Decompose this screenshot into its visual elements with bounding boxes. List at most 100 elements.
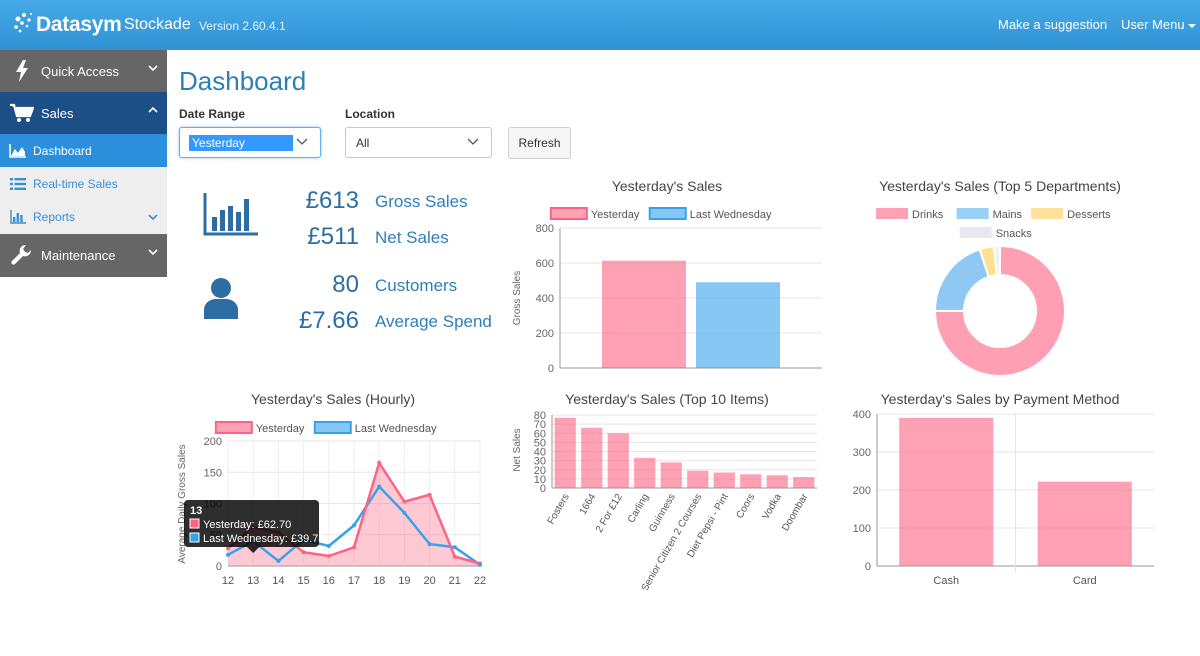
- legend-swatch: [876, 208, 909, 219]
- y-tick-label: 800: [536, 223, 554, 235]
- app-name: Stockade: [124, 16, 191, 33]
- x-tick-label: Card: [1073, 575, 1097, 587]
- sidebar-group-label: Maintenance: [41, 248, 116, 263]
- chevron-down-icon: [148, 249, 158, 256]
- legend-swatch: [313, 421, 352, 434]
- area-chart-icon: [9, 144, 27, 158]
- chevron-down-icon: [467, 138, 479, 145]
- y-tick-label: 10: [534, 474, 546, 486]
- y-tick-label: 400: [536, 293, 554, 305]
- x-tick-label: 18: [373, 575, 385, 587]
- point-yesterday: [427, 492, 432, 497]
- point-last-wednesday: [402, 510, 407, 515]
- top-navbar: Datasym Stockade Version 2.60.4.1 Make a…: [0, 0, 1200, 50]
- legend-swatch: [1031, 208, 1064, 219]
- y-tick-label: 0: [216, 561, 222, 573]
- x-tick-label: 17: [348, 575, 360, 587]
- y-tick-label: 200: [204, 436, 222, 448]
- x-tick-label: 13: [247, 575, 259, 587]
- x-tick-label: Fosters: [546, 492, 572, 526]
- point-yesterday: [377, 460, 382, 465]
- y-tick-label: 300: [853, 447, 871, 459]
- tooltip-swatch: [189, 532, 200, 543]
- bar-last-wednesday: [696, 282, 780, 368]
- lightning-icon: [9, 60, 35, 82]
- brand-logo[interactable]: Datasym: [12, 4, 122, 46]
- gross-sales-value: £613: [305, 187, 359, 214]
- location-select[interactable]: All: [345, 127, 492, 158]
- doughnut-slice-mains: [933, 247, 991, 312]
- legend-swatch: [214, 421, 253, 434]
- sidebar-group-label: Sales: [41, 105, 74, 121]
- bar-payment-card: [1037, 481, 1132, 566]
- refresh-button[interactable]: Refresh: [508, 127, 571, 159]
- chevron-down-icon: [148, 65, 158, 72]
- sidebar-group-quick-access[interactable]: Quick Access: [0, 50, 167, 92]
- x-tick-label: Doombar: [780, 491, 810, 533]
- sidebar-item-dashboard[interactable]: Dashboard: [0, 134, 167, 168]
- bar-item: [554, 417, 576, 488]
- list-icon: [9, 178, 27, 190]
- y-tick-label: 400: [853, 409, 871, 421]
- x-tick-label: 15: [297, 575, 309, 587]
- area-yesterday: [228, 462, 480, 566]
- x-tick-label: Carling: [626, 492, 651, 525]
- wrench-icon: [9, 244, 35, 267]
- caret-down-icon: [1187, 23, 1196, 28]
- x-tick-label: 16: [323, 575, 335, 587]
- customers-value: 80: [332, 271, 359, 298]
- tooltip-line: Last Wednesday: £39.75: [203, 533, 325, 545]
- x-tick-label: Cash: [933, 575, 959, 587]
- legend-label: Yesterday: [256, 423, 305, 435]
- sidebar-item-realtime-sales[interactable]: Real-time Sales: [0, 167, 167, 201]
- y-tick-label: 30: [534, 456, 546, 468]
- y-tick-label: 0: [865, 561, 871, 573]
- chart-title: Yesterday's Sales by Payment Method: [880, 391, 1120, 407]
- point-last-wednesday: [478, 562, 482, 567]
- sidebar-group-sales[interactable]: Sales: [0, 92, 167, 134]
- tooltip-box: [184, 500, 319, 547]
- bar-item: [766, 475, 788, 488]
- y-tick-label: 40: [534, 447, 546, 459]
- date-range-select[interactable]: Yesterday: [179, 127, 321, 158]
- legend-label: Yesterday: [591, 209, 640, 221]
- x-tick-label: 12: [222, 575, 234, 587]
- sidebar-group-maintenance[interactable]: Maintenance: [0, 234, 167, 277]
- page-title: Dashboard: [179, 66, 307, 96]
- x-tick-label: 21: [449, 575, 461, 587]
- y-tick-label: 60: [534, 428, 546, 440]
- point-last-wednesday: [427, 542, 432, 547]
- bar-chart-icon: [203, 193, 258, 236]
- legend-label: Snacks: [996, 228, 1033, 240]
- bar-item: [793, 477, 815, 488]
- customers-label: Customers: [375, 276, 458, 295]
- net-sales-label: Net Sales: [375, 228, 449, 247]
- point-last-wednesday: [377, 484, 382, 489]
- user-menu-label: User Menu: [1121, 17, 1185, 32]
- point-yesterday: [452, 554, 457, 559]
- sidebar-item-reports[interactable]: Reports: [0, 200, 167, 234]
- legend-label: Last Wednesday: [355, 423, 437, 435]
- bar-item: [634, 457, 656, 488]
- point-last-wednesday: [326, 544, 331, 548]
- bar-item: [581, 427, 603, 488]
- point-last-wednesday: [452, 545, 457, 550]
- x-tick-label: 14: [272, 575, 284, 587]
- user-menu-dropdown[interactable]: User Menu: [1121, 17, 1196, 32]
- bar-item: [687, 470, 709, 488]
- legend-swatch: [549, 207, 588, 220]
- payment-method-bar-chart: 0 100 200 300 400 Cash Card: [853, 409, 1154, 587]
- y-tick-label: 0: [540, 483, 546, 495]
- make-suggestion-link[interactable]: Make a suggestion: [998, 17, 1108, 32]
- point-yesterday: [352, 545, 356, 550]
- tooltip-swatch: [189, 518, 200, 529]
- y-tick-label: 20: [534, 465, 546, 477]
- bar-item: [713, 472, 735, 488]
- doughnut-slice-drinks: [934, 244, 1066, 377]
- y-tick-label: 70: [534, 419, 546, 431]
- date-range-label: Date Range: [179, 107, 246, 121]
- x-tick-label: 19: [398, 575, 410, 587]
- bar-payment-cash: [899, 417, 994, 566]
- point-yesterday: [326, 554, 331, 558]
